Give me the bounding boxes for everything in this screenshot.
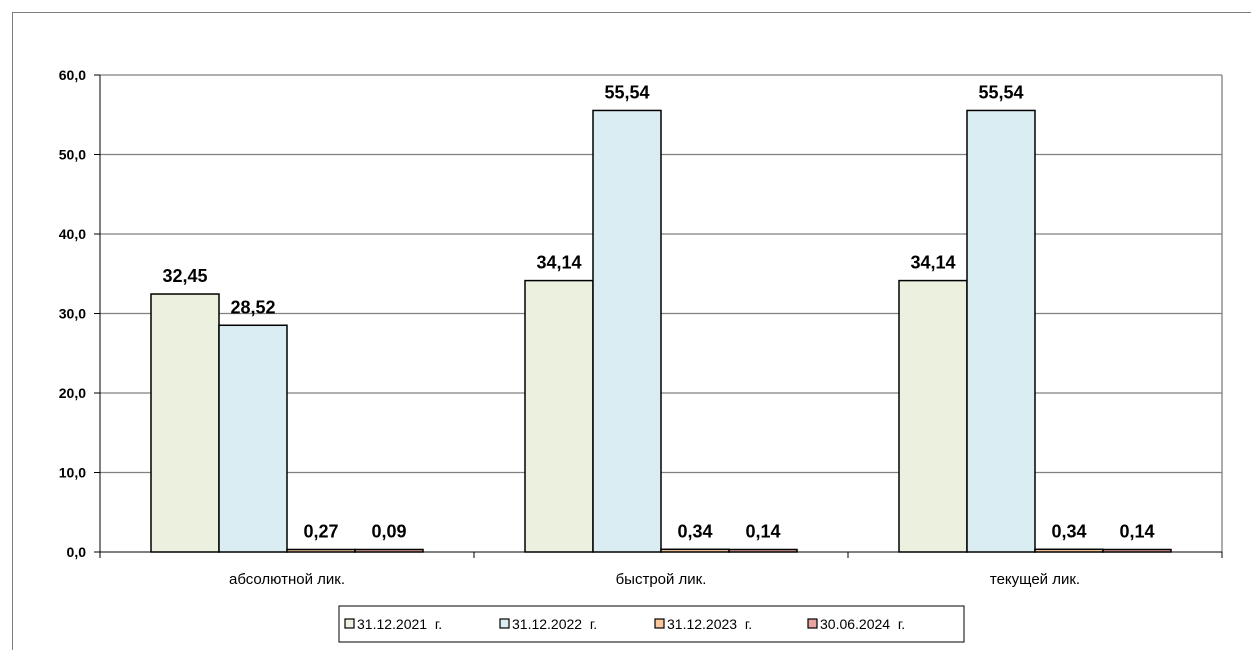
y-tick-label: 60,0 [59,67,86,83]
data-label: 55,54 [978,82,1023,102]
y-tick-label: 10,0 [59,465,86,481]
bar [218,324,288,553]
data-label: 0,27 [303,522,338,542]
y-tick-label: 30,0 [59,306,86,322]
legend-label: 31.12.2022 г. [512,616,597,632]
data-label: 55,54 [604,82,649,102]
y-tick-label: 40,0 [59,226,86,242]
legend-label: 30.06.2024 г. [820,616,905,632]
x-category-label: текущей лик. [990,571,1080,588]
bar [354,548,424,553]
data-label: 34,14 [910,253,955,273]
bar [898,279,968,553]
legend-box [338,605,965,643]
chart-frame [12,12,1251,650]
x-category-label: быстрой лик. [616,571,707,588]
bar [966,109,1036,553]
bar [286,548,356,553]
data-label: 0,14 [745,522,780,542]
data-label: 0,34 [1051,521,1086,541]
bar [150,293,220,553]
data-label: 0,34 [677,521,712,541]
legend-swatch [807,618,818,629]
data-label: 34,14 [536,253,581,273]
bar [728,548,798,553]
bar [660,548,730,553]
legend-label: 31.12.2023 г. [667,616,752,632]
data-label: 0,14 [1119,522,1154,542]
bar [592,109,662,553]
data-label: 32,45 [162,266,207,286]
y-tick-label: 50,0 [59,147,86,163]
bar [1034,548,1104,553]
bar [524,279,594,553]
legend-swatch [499,618,510,629]
data-label: 28,52 [230,297,275,317]
data-label: 0,09 [371,522,406,542]
y-tick-label: 20,0 [59,385,86,401]
legend-swatch [654,618,665,629]
x-category-label: абсолютной лик. [229,571,345,588]
bar [1102,548,1172,553]
legend-swatch [344,618,355,629]
y-tick-label: 0,0 [67,544,87,560]
legend-label: 31.12.2021 г. [357,616,442,632]
